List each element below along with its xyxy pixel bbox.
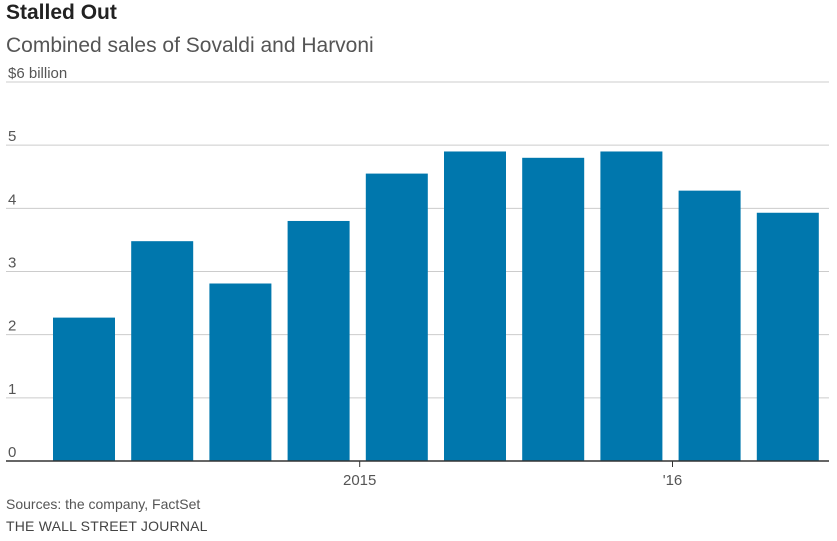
chart-title: Stalled Out: [6, 1, 117, 24]
bar: [209, 283, 272, 461]
y-tick-label: 5: [8, 128, 16, 145]
y-tick-label: 3: [8, 255, 16, 272]
y-tick-label: $6 billion: [8, 65, 67, 82]
bar: [131, 241, 194, 461]
y-axis-tick-labels: 0 1 2 3 4 5 $6 billion: [8, 65, 67, 461]
bar: [365, 173, 428, 461]
chart-subtitle: Combined sales of Sovaldi and Harvoni: [6, 34, 374, 57]
y-tick-label: 0: [8, 444, 16, 461]
bar: [53, 317, 115, 461]
sources-note: Sources: the company, FactSet: [6, 496, 201, 512]
bar: [522, 157, 585, 462]
y-tick-label: 2: [8, 318, 16, 335]
bar: [444, 151, 506, 461]
bar: [756, 212, 819, 461]
y-tick-label: 1: [8, 381, 16, 398]
bar: [600, 151, 663, 461]
y-tick-label: 4: [8, 191, 16, 208]
x-tick-label: '16: [663, 472, 683, 489]
bar: [678, 190, 741, 461]
x-tick-label: 2015: [343, 472, 376, 489]
bars: [53, 151, 819, 462]
x-axis-tick-labels: 2015 '16: [343, 472, 682, 489]
x-axis: [6, 460, 829, 467]
publisher-credit: THE WALL STREET JOURNAL: [6, 518, 208, 534]
bar: [287, 220, 350, 461]
